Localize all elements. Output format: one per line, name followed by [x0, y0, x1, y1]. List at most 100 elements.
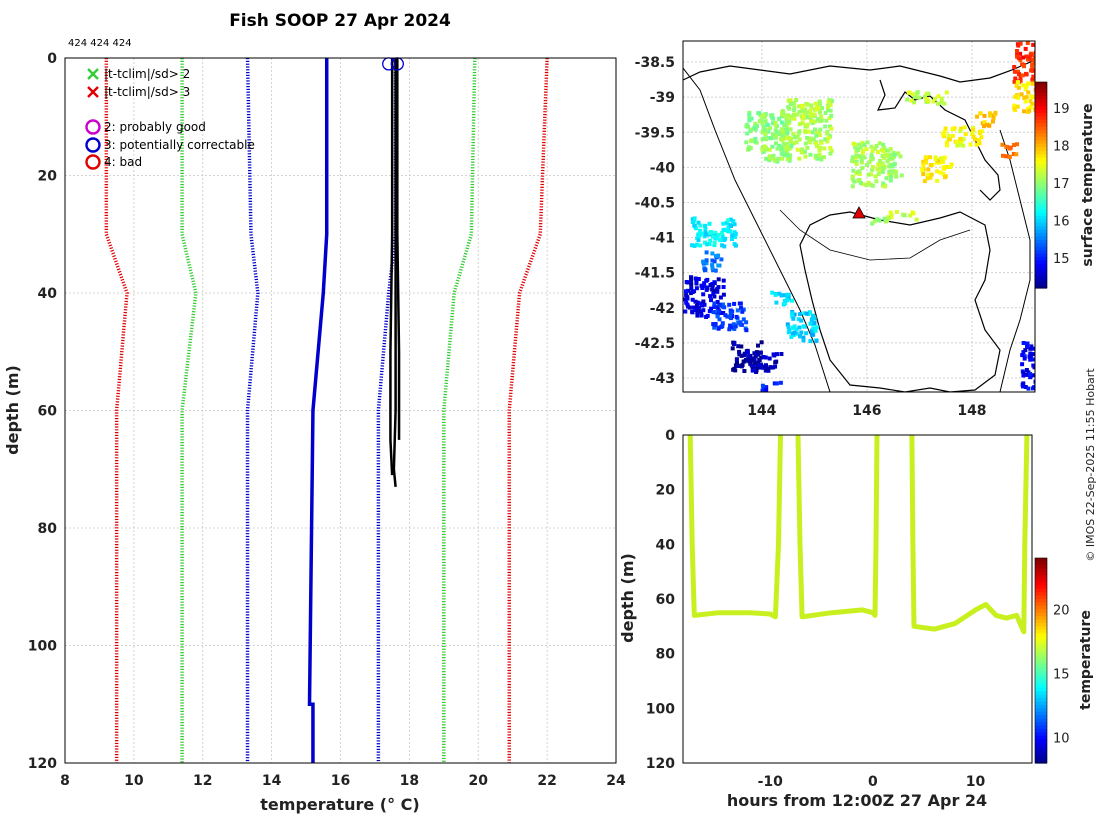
sst-pixel: [703, 267, 708, 272]
sst-pixel: [1007, 154, 1012, 159]
sst-pixel: [720, 324, 725, 329]
sst-pixel: [715, 235, 720, 240]
sst-pixel: [876, 172, 881, 177]
sst-pixel: [1028, 351, 1033, 356]
sst-pixel: [763, 119, 768, 124]
sst-pixel: [971, 134, 976, 139]
sst-pixel: [1023, 385, 1028, 389]
sst-pixel: [730, 346, 735, 351]
sst-pixel: [813, 153, 818, 158]
sst-pixel: [810, 332, 815, 337]
map-panel: 144 146 148 -38.5 -39 -39.5 -40 -40.5 -41 -41.5 -…: [635, 40, 1096, 419]
sst-pixel: [764, 388, 769, 392]
sst-colorbar-segment: [1035, 191, 1047, 196]
sst-pixel: [692, 305, 696, 310]
sst-pixel: [1031, 57, 1035, 62]
sst-pixel: [805, 110, 810, 115]
temp-colorbar-segment: [1035, 739, 1047, 744]
sst-pixel: [763, 144, 768, 149]
sst-pixel: [759, 340, 764, 345]
sst-pixel: [798, 334, 802, 339]
temp-colorbar-frame: [1034, 557, 1048, 764]
sst-pixel: [696, 277, 701, 281]
sst-pixel: [693, 308, 698, 312]
sst-pixel: [785, 144, 789, 149]
sst-pixel: [797, 137, 802, 142]
credit-text: © IMOS 22-Sep-2025 11:55 Hobart: [1084, 368, 1097, 562]
sst-colorbar-segment: [1035, 212, 1047, 217]
sst-colorbar-segment: [1035, 260, 1047, 265]
sst-pixel: [695, 242, 699, 247]
sst-pixel: [914, 217, 919, 222]
sst-pixel: [792, 105, 797, 110]
sst-pixel: [1028, 374, 1033, 379]
sst-pixel: [1016, 80, 1021, 85]
sst-pixel: [774, 141, 778, 146]
sst-pixel: [746, 124, 751, 129]
sst-colorbar-segment: [1035, 263, 1047, 268]
sst-pixel: [807, 138, 812, 143]
sst-pixel: [763, 355, 768, 360]
sst-pixel: [737, 352, 742, 357]
sst-pixel: [762, 136, 767, 141]
sst-pixel: [819, 140, 824, 145]
sst-pixel: [759, 355, 764, 360]
sst-colorbar-segment: [1035, 112, 1047, 117]
sst-pixel: [1024, 71, 1028, 76]
sst-pixel: [888, 153, 893, 158]
sst-pixel: [961, 143, 966, 148]
sst-pixel: [798, 312, 802, 317]
profile-y-tick: 40: [38, 286, 58, 302]
sst-pixel: [689, 282, 694, 287]
time-depth-y-tick: 0: [665, 428, 675, 444]
sst-pixel: [785, 298, 790, 303]
temp-colorbar-segment: [1035, 663, 1047, 668]
profile-series-clim--2sd: [180, 58, 198, 763]
sst-pixel: [709, 306, 714, 311]
sst-pixel: [699, 283, 704, 288]
sst-pixel: [1022, 354, 1027, 359]
sst-pixel: [779, 120, 784, 125]
sst-pixel: [1021, 384, 1025, 389]
sst-pixel: [708, 238, 713, 243]
profile-y-tick: 120: [28, 756, 57, 772]
sst-pixel: [877, 168, 882, 173]
sst-pixel: [920, 167, 925, 172]
sst-pixel: [912, 100, 916, 105]
sst-pixel: [862, 155, 867, 160]
sst-pixel: [739, 305, 743, 310]
sst-pixel: [958, 129, 963, 134]
sst-pixel: [712, 325, 717, 330]
sst-pixel: [773, 128, 778, 133]
sst-pixel: [880, 161, 885, 166]
sst-pixel: [757, 119, 762, 124]
sst-pixel: [866, 172, 871, 177]
sst-pixel: [780, 127, 784, 132]
temp-colorbar-segment: [1035, 619, 1047, 624]
time-depth-y-tick: 80: [656, 647, 676, 663]
sst-pixel: [974, 142, 979, 147]
sst-pixel: [870, 149, 875, 154]
sst-pixel: [792, 101, 797, 106]
sst-pixel: [829, 98, 834, 103]
temp-colorbar-segment: [1035, 698, 1047, 703]
sst-pixel: [757, 358, 762, 363]
sst-pixel: [1030, 101, 1035, 106]
sst-pixel: [790, 331, 795, 336]
sst-pixel: [824, 118, 829, 123]
sst-pixel: [783, 153, 788, 158]
sst-pixel: [922, 179, 927, 184]
sst-colorbar-segment: [1035, 95, 1047, 100]
sst-pixel: [887, 169, 892, 174]
sst-pixel: [790, 298, 794, 303]
sst-pixel: [971, 125, 976, 130]
sst-pixel: [815, 156, 820, 161]
sst-pixel: [792, 141, 796, 146]
temp-colorbar-segment: [1035, 575, 1047, 580]
sst-colorbar-segment: [1035, 219, 1047, 224]
sst-pixel: [724, 220, 729, 225]
sst-pixel: [791, 325, 795, 330]
sst-pixel: [859, 158, 864, 163]
sst-colorbar-segment: [1035, 102, 1047, 107]
sst-pixel: [944, 90, 949, 95]
